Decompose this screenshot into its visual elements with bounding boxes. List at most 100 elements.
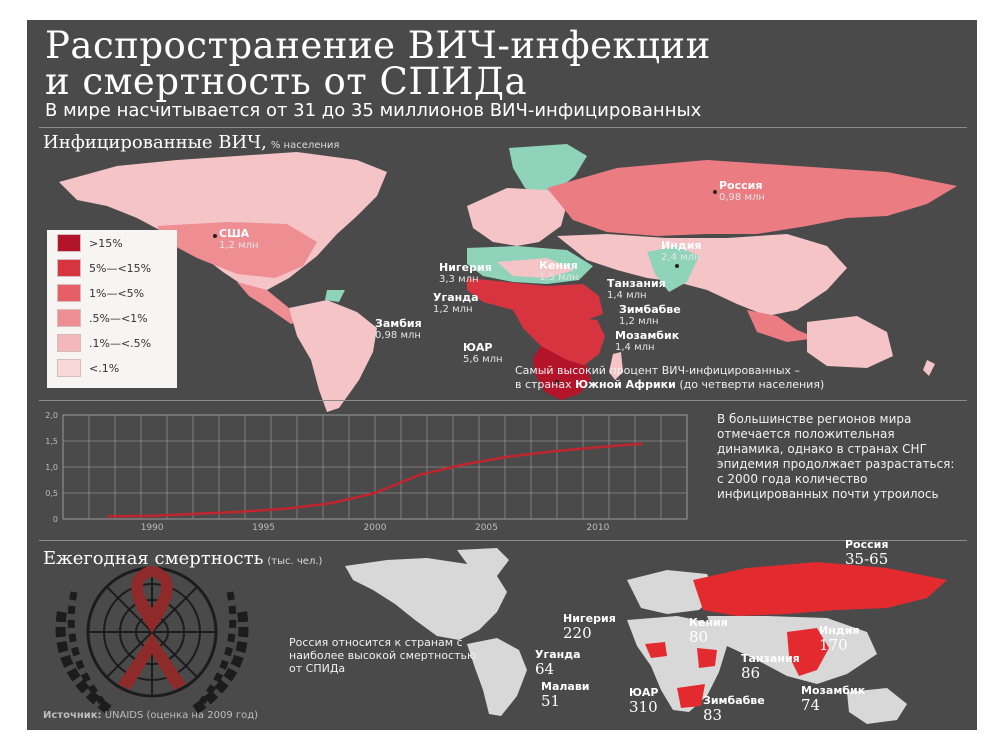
death-label-uganda-value: 64 — [535, 660, 555, 678]
death-label-russia-value: 35-65 — [845, 550, 889, 568]
label-india: Индия 2,4 млн — [661, 240, 701, 264]
death-label-malawi-name: Малави — [541, 680, 590, 693]
death-label-india: Индия 170 — [819, 624, 859, 654]
legend-item-2: 5%—<15% — [57, 257, 151, 279]
x-tick-label: 2005 — [475, 523, 498, 533]
death-label-uganda-name: Уганда — [535, 648, 581, 661]
legend-label-4: .5%—<1% — [89, 311, 148, 325]
x-tick-label: 1990 — [141, 523, 164, 533]
russia-note: Россия относится к странам с наиболее вы… — [289, 636, 477, 675]
section-infected-note: % населения — [270, 140, 340, 151]
death-label-mozambique-name: Мозамбик — [801, 684, 866, 697]
dot-india — [675, 264, 679, 268]
label-sar-value: 5,6 млн — [463, 354, 503, 365]
death-label-mozambique-value: 74 — [801, 696, 821, 714]
section-deaths-label: Ежегодная смертность — [43, 548, 264, 569]
chart-grid — [63, 415, 687, 519]
death-label-zimbabwe-name: Зимбабве — [703, 694, 765, 707]
death-label-tanzania-name: Танзания — [741, 652, 800, 665]
label-sar: ЮАР 5,6 млн — [463, 342, 503, 366]
label-mozambique-name: Мозамбик — [615, 329, 680, 342]
africa-note: Самый высокий процент ВИЧ-инфицированных… — [515, 364, 965, 392]
label-uganda: Уганда 1,2 млн — [433, 292, 479, 316]
map-russia — [547, 160, 957, 236]
y-tick-label: 1,0 — [45, 463, 58, 472]
death-label-mozambique: Мозамбик 74 — [801, 684, 865, 714]
legend-label-3: 1%—<5% — [89, 286, 145, 300]
subtitle: В мире насчитывается от 31 до 35 миллион… — [45, 100, 702, 121]
africa-note-line2: в странах Южной Африки (до четверти насе… — [515, 378, 965, 392]
legend-label-1: >15% — [89, 236, 123, 250]
x-tick-label: 2010 — [586, 523, 609, 533]
dot-russia — [713, 190, 717, 194]
legend-swatch-3 — [57, 284, 81, 302]
death-label-nigeria-name: Нигерия — [563, 612, 616, 625]
death-label-sar: ЮАР 310 — [629, 686, 659, 716]
title-line-2: и смертность от СПИДа — [45, 60, 527, 103]
legend-item-5: .1%—<.5% — [57, 332, 151, 354]
source-line: Источник: UNAIDS (оценка на 2009 год) — [43, 710, 258, 721]
death-label-india-value: 170 — [819, 636, 848, 654]
map-asia — [557, 234, 847, 316]
label-mozambique-value: 1,4 млн — [615, 342, 655, 353]
legend-item-1: >15% — [57, 232, 123, 254]
map-north-africa-light — [497, 258, 575, 278]
legend-swatch-1 — [57, 234, 81, 252]
label-nigeria-name: Нигерия — [439, 261, 492, 274]
label-tanzania: Танзания 1,4 млн — [607, 278, 666, 302]
label-zimbabwe-name: Зимбабве — [619, 303, 681, 316]
x-tick-label: 2000 — [364, 523, 387, 533]
label-usa-value: 1,2 млн — [219, 240, 259, 251]
africa-note-suffix: (до четверти населения) — [679, 378, 825, 391]
death-label-russia-name: Россия — [845, 538, 889, 551]
death-label-tanzania-value: 86 — [741, 664, 761, 682]
death-label-malawi: Малави 51 — [541, 680, 590, 710]
death-map-africa-west — [645, 642, 667, 658]
map-new-zealand — [923, 360, 935, 376]
chart-x-ticks: 1990 1995 2000 2005 2010 — [141, 523, 610, 533]
label-russia: Россия 0,98 млн — [719, 180, 765, 204]
title-line-1: Распространение ВИЧ-инфекции — [45, 24, 711, 67]
death-label-nigeria-value: 220 — [563, 624, 592, 642]
label-india-value: 2,4 млн — [661, 252, 701, 263]
chart-y-ticks: 2,0 1,5 1,0 0,5 0 — [45, 411, 58, 524]
legend-swatch-5 — [57, 334, 81, 352]
y-tick-label: 2,0 — [45, 411, 58, 420]
death-label-kenya: Кения 80 — [689, 616, 728, 646]
deaths-world-map — [345, 548, 947, 724]
section-infected-label: Инфицированные ВИЧ, — [43, 132, 267, 153]
trend-side-text: В большинстве регионов мира отмечается п… — [717, 412, 955, 501]
legend-swatch-4 — [57, 309, 81, 327]
un-emblem-icon — [55, 566, 249, 717]
label-uganda-value: 1,2 млн — [433, 304, 473, 315]
legend-swatch-2 — [57, 259, 81, 277]
death-label-tanzania: Танзания 86 — [741, 652, 800, 682]
legend-label-5: .1%—<.5% — [89, 336, 152, 350]
label-kenya: Кения 1,5 млн — [539, 260, 579, 284]
death-label-zimbabwe: Зимбабве 83 — [703, 694, 765, 724]
map-southern-africa — [533, 346, 591, 400]
death-map-africa-east — [697, 648, 717, 668]
label-kenya-name: Кения — [539, 259, 578, 272]
death-label-sar-name: ЮАР — [629, 686, 659, 699]
label-zimbabwe-value: 1,2 млн — [619, 316, 659, 327]
death-label-zimbabwe-value: 83 — [703, 706, 723, 724]
legend-item-4: .5%—<1% — [57, 307, 148, 329]
label-russia-value: 0,98 млн — [719, 192, 765, 203]
y-tick-label: 0,5 — [45, 489, 58, 498]
map-central-africa — [513, 310, 605, 366]
death-label-malawi-value: 51 — [541, 692, 561, 710]
label-usa-name: США — [219, 227, 250, 240]
death-label-nigeria: Нигерия 220 — [563, 612, 616, 642]
death-map-greenland — [457, 548, 509, 576]
map-australia — [807, 316, 893, 368]
map-usa — [157, 222, 317, 278]
africa-note-bold: Южной Африки — [575, 378, 676, 391]
legend-label-2: 5%—<15% — [89, 261, 152, 275]
label-kenya-value: 1,5 млн — [539, 272, 579, 283]
africa-note-line1: Самый высокий процент ВИЧ-инфицированных… — [515, 364, 801, 377]
label-india-name: Индия — [661, 239, 702, 252]
label-usa: США 1,2 млн — [219, 228, 259, 252]
divider-top — [39, 127, 967, 128]
death-label-india-name: Индия — [819, 624, 860, 637]
